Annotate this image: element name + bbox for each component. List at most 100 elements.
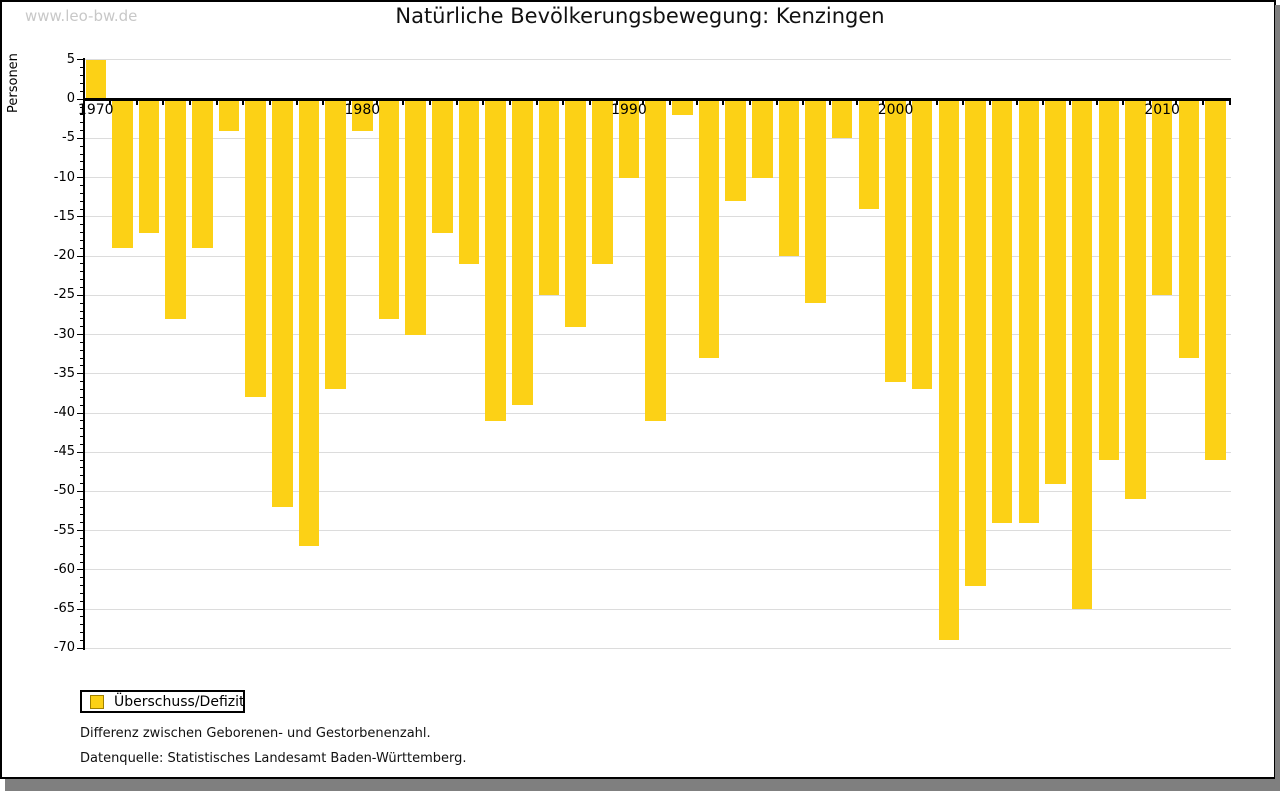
x-tick [935, 100, 938, 105]
bar-2000 [885, 99, 906, 382]
chart-title: Natürliche Bevölkerungsbewegung: Kenzing… [395, 4, 885, 28]
x-axis-line [83, 97, 1231, 101]
x-tick [242, 100, 245, 105]
bar-1973 [165, 99, 186, 319]
y-major-tick [77, 59, 83, 61]
y-minor-tick [80, 239, 83, 241]
footnote-source: Datenquelle: Statistisches Landesamt Bad… [80, 751, 467, 766]
y-major-tick [77, 137, 83, 139]
x-tick [722, 100, 725, 105]
bar-2003 [965, 99, 986, 586]
y-major-tick [77, 530, 83, 532]
x-tick-label: 1970 [77, 102, 114, 118]
y-minor-tick [80, 585, 83, 587]
y-minor-tick [80, 318, 83, 320]
x-tick [295, 100, 298, 105]
y-minor-tick [80, 365, 83, 367]
y-minor-tick [80, 475, 83, 477]
y-minor-tick [80, 640, 83, 641]
y-minor-tick [80, 553, 83, 555]
y-minor-tick [80, 286, 83, 288]
gridline [84, 530, 1231, 532]
bar-1979 [325, 99, 346, 390]
bar-1996 [778, 99, 800, 257]
x-tick [962, 100, 965, 105]
y-tick-label: -25 [53, 287, 75, 303]
x-tick [402, 100, 405, 105]
y-major-tick [77, 373, 83, 375]
bar-1982 [405, 99, 426, 335]
y-minor-tick [80, 247, 83, 249]
y-minor-tick [80, 153, 83, 155]
x-tick [135, 100, 138, 105]
y-minor-tick [80, 632, 83, 634]
gridline [84, 490, 1231, 492]
y-major-tick [77, 294, 83, 296]
bar-2009 [1125, 99, 1146, 500]
x-tick [535, 100, 538, 105]
bar-1978 [298, 99, 320, 547]
y-major-tick [77, 490, 83, 492]
y-minor-tick [80, 436, 83, 438]
x-tick [695, 100, 698, 105]
footnote-definition: Differenz zwischen Geborenen- und Gestor… [80, 726, 431, 741]
y-minor-tick [80, 357, 83, 359]
x-tick [615, 100, 618, 105]
x-tick [828, 100, 831, 105]
y-major-tick [77, 216, 83, 218]
y-minor-tick [80, 200, 83, 202]
y-minor-tick [80, 498, 83, 500]
bar-1975 [218, 99, 240, 131]
bar-1971 [112, 99, 133, 249]
y-tick-label: -65 [53, 601, 75, 617]
bar-1989 [592, 99, 613, 264]
y-minor-tick [80, 381, 83, 383]
bar-2004 [991, 99, 1013, 523]
legend: Überschuss/Defizit [80, 690, 245, 713]
bar-2011 [1178, 99, 1200, 359]
x-tick-label: 2000 [877, 102, 914, 118]
y-tick-label: 0 [66, 91, 75, 107]
y-minor-tick [80, 514, 83, 516]
y-minor-tick [80, 192, 83, 194]
x-tick [269, 100, 272, 105]
y-minor-tick [80, 75, 83, 77]
x-tick [775, 100, 778, 105]
x-tick [908, 100, 911, 105]
y-minor-tick [80, 467, 83, 469]
y-minor-tick [80, 388, 83, 390]
y-minor-tick [80, 83, 83, 84]
bar-1985 [485, 99, 506, 421]
y-tick-label: -5 [62, 130, 75, 146]
y-minor-tick [80, 545, 83, 547]
y-major-tick [77, 569, 83, 571]
y-minor-tick [80, 483, 83, 485]
bar-1983 [432, 99, 453, 233]
x-tick [375, 100, 378, 105]
y-tick-label: -10 [53, 169, 75, 185]
bar-1974 [192, 99, 213, 249]
x-tick [642, 100, 645, 105]
y-minor-tick [80, 114, 83, 116]
gridline [84, 608, 1231, 610]
bar-1977 [272, 99, 293, 508]
y-minor-tick [80, 326, 83, 328]
y-tick-label: -45 [53, 444, 75, 460]
y-minor-tick [80, 122, 83, 124]
bar-1995 [752, 99, 773, 178]
bar-1993 [698, 99, 720, 359]
bar-2008 [1098, 99, 1120, 461]
y-minor-tick [80, 459, 83, 461]
y-tick-label: -50 [53, 483, 75, 499]
x-tick [162, 100, 165, 105]
x-tick-label: 2010 [1144, 102, 1180, 118]
x-tick [882, 100, 885, 105]
y-minor-tick [80, 90, 83, 92]
y-minor-tick [80, 624, 83, 626]
x-tick [1202, 100, 1205, 105]
y-major-tick [77, 334, 83, 336]
y-major-tick [77, 451, 83, 453]
y-minor-tick [80, 428, 83, 430]
y-tick-label: 5 [66, 51, 75, 67]
y-minor-tick [80, 279, 83, 281]
